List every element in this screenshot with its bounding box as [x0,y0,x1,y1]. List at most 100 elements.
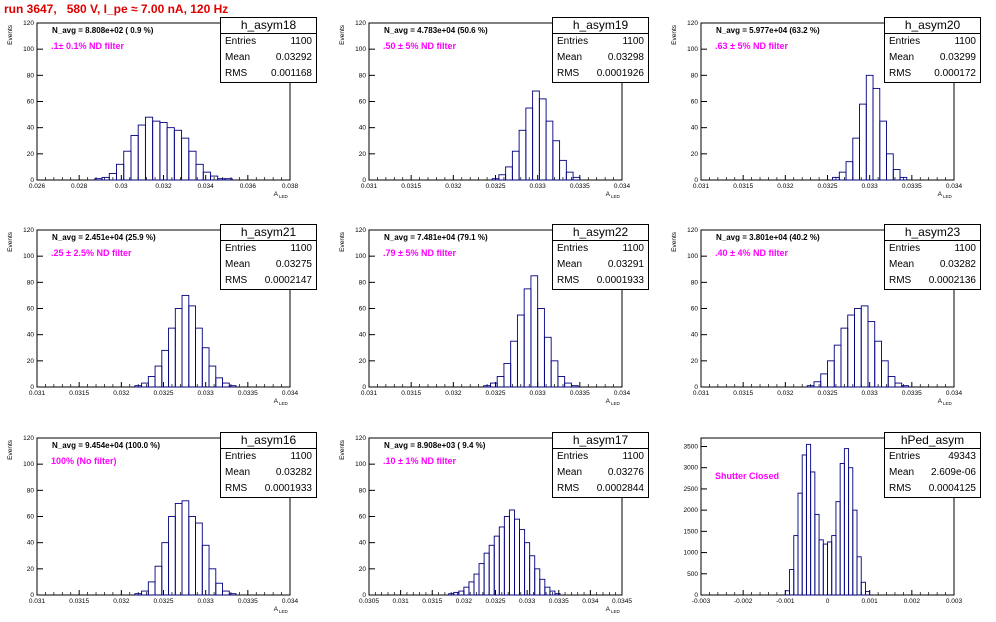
histogram-bin [489,382,498,388]
filter-label: .63 ± 5% ND filter [715,41,788,51]
histogram-name: h_asym20 [885,18,980,34]
histogram-bin [503,516,510,596]
y-tick-label: 0 [30,592,34,599]
x-tick-label: 0.0335 [902,390,922,397]
histogram-bin [498,526,505,596]
y-tick-label: 0 [362,384,366,391]
y-tick-label: 0 [694,177,698,184]
y-tick-label: 120 [687,20,698,27]
stat-label: Mean [557,52,583,63]
stat-value: 1100 [290,451,312,462]
y-axis-label: Events [339,24,346,45]
x-tick-label: 0.031 [29,598,46,605]
x-tick-label: 0.0305 [359,598,379,605]
histogram-bin [488,544,495,596]
rms-row: RMS 0.000172 [885,66,980,82]
histogram-bin [864,591,871,596]
n-avg-label: N_avg = 2.451e+04 (25.9 %) [52,233,156,242]
x-tick-label: 0.002 [904,598,921,605]
stats-box: h_asym19 Entries 1100 Mean 0.03298 RMS 0.00019… [552,17,649,83]
histogram-bin [557,376,566,388]
histogram-bin [894,382,903,388]
x-tick-label: 0.032 [777,390,794,397]
x-tick-label: 0.028 [71,183,88,190]
histogram-bin [543,336,552,388]
n-avg-label: N_avg = 7.481e+04 (79.1 %) [384,233,488,242]
stat-value: 1100 [954,243,976,254]
stats-box: h_asym23 Entries 1100 Mean 0.03282 RMS 0.00021… [884,224,981,290]
stat-value: 1100 [622,243,644,254]
stat-label: RMS [557,68,580,79]
stats-box: h_asym16 Entries 1100 Mean 0.03282 RMS 0.00019… [220,432,317,498]
y-axis-label: Events [671,24,678,45]
y-tick-label: 500 [687,571,698,578]
histogram-bin [860,305,869,388]
stat-value: 0.03275 [275,259,312,270]
stat-label: RMS [889,275,912,286]
x-tick-label: 0.038 [282,183,299,190]
stat-value: 0.0001926 [596,68,644,79]
stat-value: 0.000172 [934,68,976,79]
y-tick-label: 60 [359,306,367,313]
histogram-name: h_asym21 [221,225,316,241]
histogram-bin [166,127,175,181]
histogram-bin [859,103,867,181]
histogram-bin [835,501,841,596]
stats-box: hPed_asym Entries 49343 Mean 2.609e-06 RMS 0.0… [884,432,981,498]
x-tick-label: 0.032 [113,390,130,397]
stat-label: Entries [225,451,257,462]
histogram-bin [847,314,855,388]
y-tick-label: 3000 [684,465,699,472]
entries-row: Entries 1100 [553,241,648,257]
histogram-bin [818,539,824,596]
y-tick-label: 100 [355,46,366,53]
stats-box: h_asym18 Entries 1100 Mean 0.03292 RMS 0.00116… [220,17,317,83]
x-tick-label: 0.0325 [818,183,838,190]
y-tick-label: 40 [359,332,367,339]
histogram-bin [532,90,540,181]
histogram-bin [523,288,532,388]
x-tick-label: 0.031 [392,598,409,605]
histogram-bin [867,321,876,388]
histogram-bin [524,542,531,596]
y-tick-label: 2500 [684,486,699,493]
x-axis-label-subscript: LED [611,194,621,199]
histogram-bin [510,340,518,388]
histogram-bin [519,529,526,596]
histogram-bin [514,518,520,596]
x-tick-label: 0.0325 [818,390,838,397]
histogram-bin [174,502,183,596]
run-title: run 3647, 580 V, I_pe ≈ 7.00 nA, 120 Hz [4,2,229,16]
entries-row: Entries 1100 [553,449,648,465]
histogram-bin [840,327,849,388]
y-axis-label: Events [671,231,678,252]
stat-label: Entries [557,243,589,254]
x-axis-label: A [606,191,611,198]
histogram-panel-h_asym22: 0.031 0.0315 0.032 0.0325 0.033 0.0335 0.034 0 2… [332,207,664,414]
x-tick-label: 0.033 [198,598,215,605]
stat-value: 0.0002147 [264,275,312,286]
histogram-panel-hPed_asym: -0.003 -0.002 -0.001 0 0.001 0.002 0.003 0 500 10… [664,415,996,622]
stat-label: Mean [225,259,251,270]
histogram-bin [201,347,210,388]
filter-label: .1± 0.1% ND filter [51,41,124,51]
histogram-bin [544,586,551,596]
y-tick-label: 40 [359,125,367,132]
x-tick-label: -0.001 [776,598,795,605]
histogram-bin [468,581,475,596]
stat-value: 0.0001933 [264,483,312,494]
rms-row: RMS 0.001168 [221,66,316,82]
histogram-bin [814,513,820,596]
x-tick-label: 0.031 [693,390,710,397]
y-tick-label: 20 [691,358,699,365]
histogram-bin [168,516,176,596]
x-tick-label: 0.0315 [733,390,753,397]
stat-label: Mean [557,259,583,270]
y-tick-label: 20 [359,358,367,365]
histogram-bin [539,578,546,596]
histogram-bin [854,308,862,388]
x-tick-label: 0.032 [155,183,172,190]
x-tick-label: 0.033 [530,390,547,397]
histogram-bin [852,137,860,181]
histogram-bin [503,362,512,388]
